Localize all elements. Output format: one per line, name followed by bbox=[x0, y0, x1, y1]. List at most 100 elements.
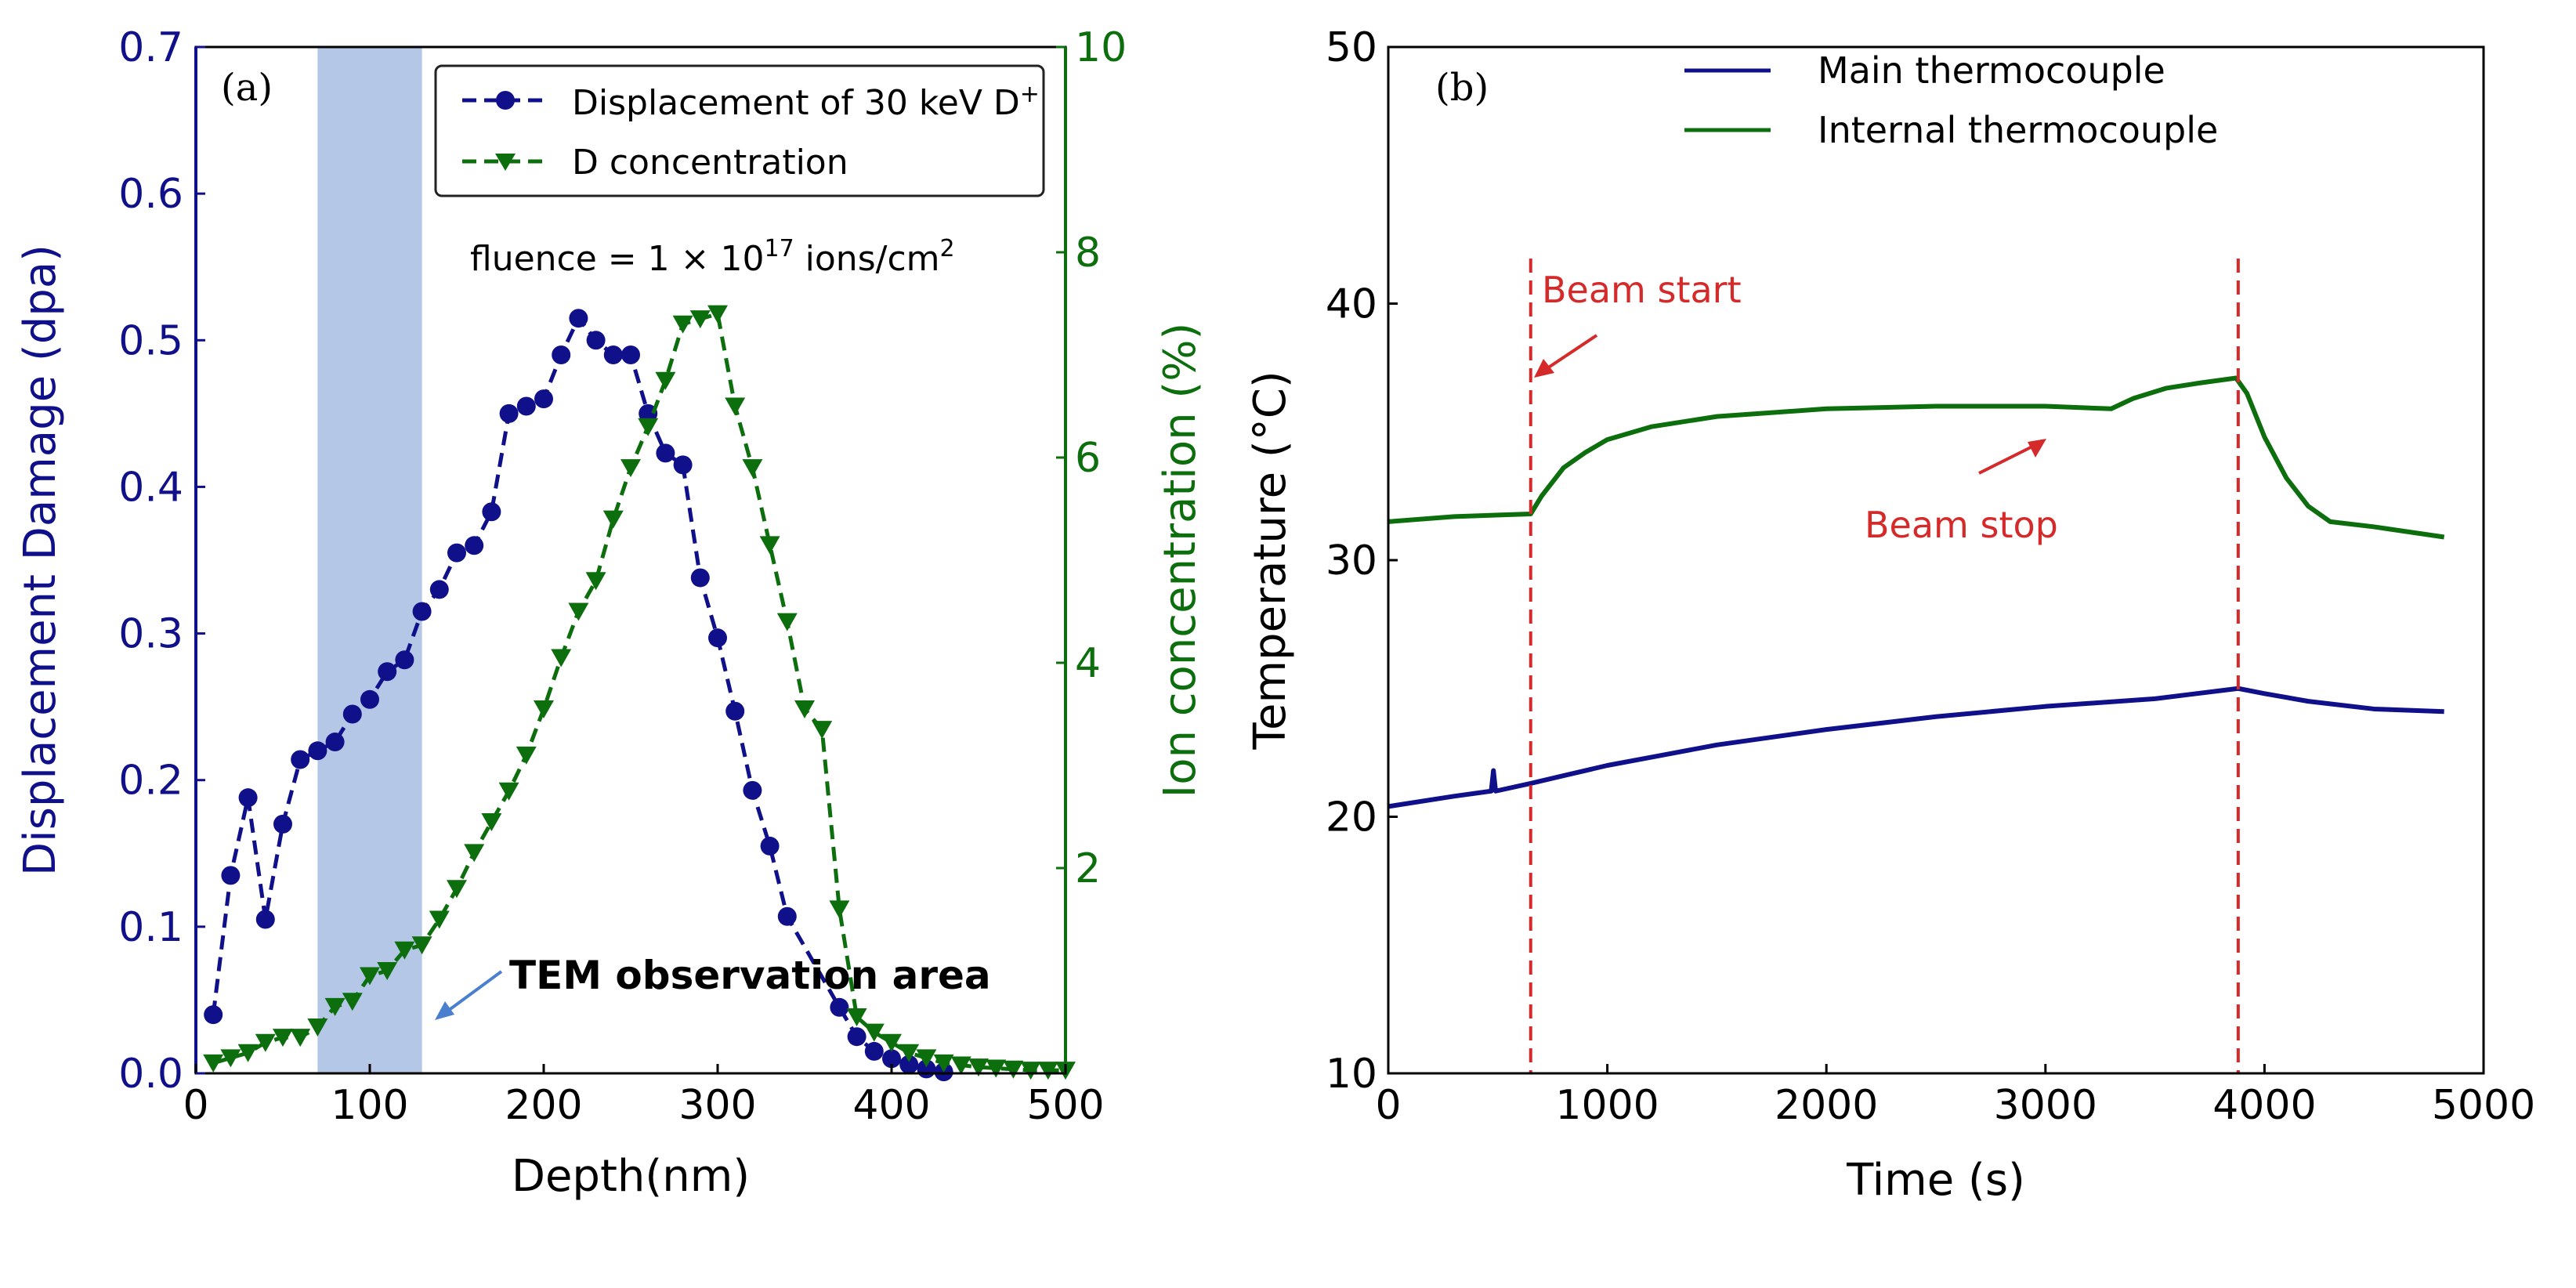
data-point-d-concentration bbox=[1037, 1062, 1058, 1080]
data-point-displacement bbox=[708, 628, 727, 648]
data-point-d-concentration bbox=[707, 305, 728, 324]
data-point-d-concentration bbox=[916, 1049, 937, 1068]
data-point-d-concentration bbox=[968, 1058, 989, 1077]
data-point-d-concentration bbox=[742, 459, 763, 478]
data-point-displacement bbox=[395, 650, 414, 670]
data-point-d-concentration bbox=[220, 1049, 241, 1068]
x-tick-label-b: 2000 bbox=[1775, 1082, 1878, 1129]
data-point-displacement bbox=[864, 1041, 884, 1061]
data-point-displacement bbox=[291, 750, 310, 769]
data-point-displacement bbox=[621, 346, 640, 364]
y-tick-label-b: 10 bbox=[1326, 1051, 1377, 1098]
x-axis-label-a: Depth(nm) bbox=[512, 1151, 750, 1202]
data-point-displacement bbox=[325, 733, 345, 752]
data-point-d-concentration bbox=[551, 649, 572, 668]
data-point-d-concentration bbox=[933, 1054, 954, 1073]
x-tick-label-a: 500 bbox=[1026, 1082, 1104, 1129]
data-point-d-concentration bbox=[307, 1018, 328, 1037]
panel-a: 0 100 200 300 400 500 0.0 0.1 0.2 0.3 0.4 0.5 0.6 0.7… bbox=[15, 24, 1206, 1202]
data-point-d-concentration bbox=[273, 1029, 293, 1047]
data-point-displacement bbox=[308, 741, 327, 761]
legend-label-displacement: Displacement of 30 keV D+ bbox=[572, 81, 1040, 123]
data-point-displacement bbox=[777, 906, 797, 926]
x-tick-label-b: 5000 bbox=[2432, 1082, 2535, 1129]
beam-stop-arrow-icon bbox=[1978, 439, 2046, 475]
y-tick-label-a: 0.1 bbox=[118, 904, 183, 951]
data-point-displacement bbox=[482, 502, 501, 522]
data-point-displacement bbox=[586, 331, 606, 350]
data-point-d-concentration bbox=[899, 1044, 920, 1062]
x-tick-label-a: 300 bbox=[678, 1082, 756, 1129]
data-point-displacement bbox=[899, 1055, 919, 1074]
data-point-displacement bbox=[656, 443, 675, 463]
data-point-displacement bbox=[690, 568, 710, 588]
data-point-displacement bbox=[221, 866, 241, 885]
data-point-d-concentration bbox=[638, 418, 659, 436]
data-point-d-concentration bbox=[237, 1044, 259, 1062]
x-tick-label-b: 3000 bbox=[1994, 1082, 2097, 1129]
data-point-d-concentration bbox=[881, 1033, 902, 1052]
beam-start-arrow-icon bbox=[1534, 334, 1598, 378]
data-point-displacement bbox=[255, 910, 275, 929]
y-tick-label-b: 50 bbox=[1326, 24, 1377, 71]
x-tick-label-a: 0 bbox=[183, 1082, 208, 1129]
data-point-displacement bbox=[743, 780, 762, 800]
tem-area-label: TEM observation area bbox=[509, 953, 991, 998]
data-point-displacement bbox=[204, 1005, 223, 1025]
y-tick-label-right-a: 2 bbox=[1075, 845, 1101, 892]
y-tick-label-a: 0.3 bbox=[118, 611, 183, 658]
data-point-displacement bbox=[342, 704, 362, 724]
data-point-d-concentration bbox=[602, 510, 624, 529]
y-tick-label-a: 0.5 bbox=[118, 317, 183, 364]
data-point-d-concentration bbox=[1020, 1062, 1041, 1080]
data-point-d-concentration bbox=[394, 941, 415, 960]
legend-box bbox=[434, 64, 1045, 197]
data-point-d-concentration bbox=[672, 315, 693, 334]
data-point-d-concentration bbox=[290, 1029, 311, 1047]
tem-shaded-region bbox=[317, 47, 422, 1073]
y-tick-label-b: 30 bbox=[1326, 537, 1377, 584]
data-point-displacement bbox=[847, 1027, 867, 1047]
data-point-d-concentration bbox=[829, 900, 850, 919]
data-point-d-concentration bbox=[863, 1023, 885, 1042]
y-tick-label-a: 0.4 bbox=[118, 464, 183, 511]
data-point-d-concentration bbox=[620, 459, 641, 478]
x-axis-label-b: Time (s) bbox=[1846, 1155, 2025, 1206]
data-point-displacement bbox=[499, 403, 519, 423]
data-point-displacement bbox=[603, 346, 623, 364]
x-tick-label-a: 400 bbox=[852, 1082, 930, 1129]
data-point-d-concentration bbox=[447, 880, 467, 899]
beam-stop-label: Beam stop bbox=[1865, 504, 2058, 546]
data-point-displacement bbox=[465, 536, 484, 555]
data-point-d-concentration bbox=[759, 536, 780, 555]
legend-label-main: Main thermocouple bbox=[1818, 49, 2165, 92]
data-point-d-concentration bbox=[464, 844, 485, 863]
data-point-displacement bbox=[760, 836, 780, 856]
y-tick-label-b: 40 bbox=[1326, 281, 1377, 328]
data-point-d-concentration bbox=[342, 993, 363, 1011]
legend-label-d-concentration: D concentration bbox=[572, 143, 848, 183]
data-point-d-concentration bbox=[324, 997, 346, 1016]
data-point-d-concentration bbox=[794, 700, 815, 718]
data-point-d-concentration bbox=[203, 1054, 224, 1073]
data-point-d-concentration bbox=[498, 782, 519, 801]
legend-label-internal: Internal thermocouple bbox=[1818, 109, 2218, 151]
data-point-displacement bbox=[552, 346, 571, 364]
panel-label-b: (b) bbox=[1435, 66, 1489, 110]
data-point-displacement bbox=[516, 396, 536, 416]
data-point-d-concentration bbox=[585, 572, 606, 591]
y-tick-label-a: 0.0 bbox=[118, 1051, 183, 1098]
data-point-d-concentration bbox=[516, 746, 537, 765]
series-line-internal-thermocouple bbox=[1387, 375, 2445, 540]
data-point-displacement bbox=[412, 602, 432, 621]
data-point-d-concentration bbox=[1003, 1060, 1024, 1079]
data-point-displacement bbox=[725, 701, 745, 721]
legend-b: Main thermocouple Internal thermocouple bbox=[1684, 49, 2218, 151]
data-point-d-concentration bbox=[725, 397, 746, 416]
data-point-d-concentration bbox=[776, 613, 798, 631]
data-point-d-concentration bbox=[846, 1008, 867, 1026]
data-point-displacement bbox=[429, 580, 449, 599]
x-tick-label-a: 100 bbox=[331, 1082, 408, 1129]
data-point-d-concentration bbox=[655, 371, 676, 390]
